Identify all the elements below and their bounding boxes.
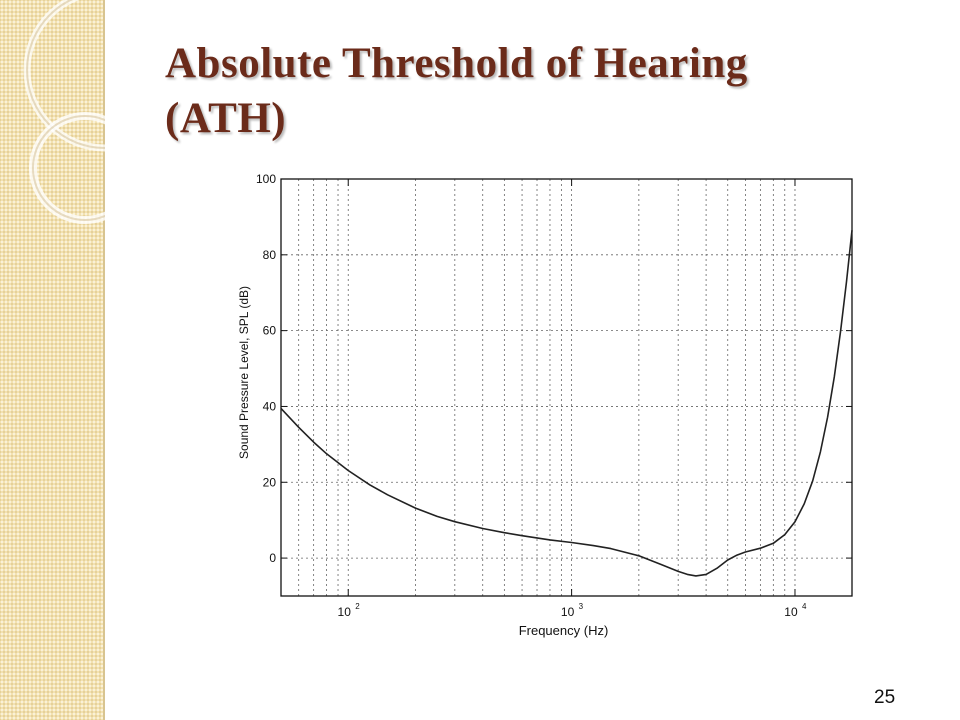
x-tick-label-exponent: 2 (355, 602, 360, 611)
ath-curve-line (280, 230, 853, 577)
decorative-ring-small-edge (32, 115, 105, 221)
y-tick-label: 60 (263, 324, 277, 338)
plot-area (281, 179, 852, 596)
decorative-rings (23, 0, 105, 224)
y-axis-label: Sound Pressure Level, SPL (dB) (237, 286, 251, 459)
x-axis-label: Frequency (Hz) (519, 623, 609, 638)
slide-title: Absolute Threshold of Hearing (ATH) (165, 36, 905, 146)
y-tick-label: 100 (256, 172, 276, 186)
x-tick-label-exponent: 3 (579, 602, 584, 611)
slide-title-line1: Absolute Threshold of Hearing (165, 40, 748, 87)
plot-frame (280, 178, 853, 597)
x-tick-label: 10 (784, 605, 798, 619)
x-tick-label: 10 (338, 605, 352, 619)
page-number: 25 (874, 687, 896, 708)
y-tick-label: 20 (263, 475, 277, 489)
x-tick-label: 10 (561, 605, 575, 619)
x-tick-label-exponent: 4 (802, 602, 807, 611)
y-tick-label: 0 (269, 551, 276, 565)
decorative-side-strip (0, 0, 105, 720)
y-tick-label: 40 (263, 399, 277, 413)
decorative-ring-large (23, 0, 105, 152)
slide-title-line2: (ATH) (165, 95, 287, 142)
y-tick-label: 80 (263, 248, 277, 262)
decorative-ring-small (29, 112, 105, 224)
decorative-ring-large-edge (26, 0, 105, 149)
